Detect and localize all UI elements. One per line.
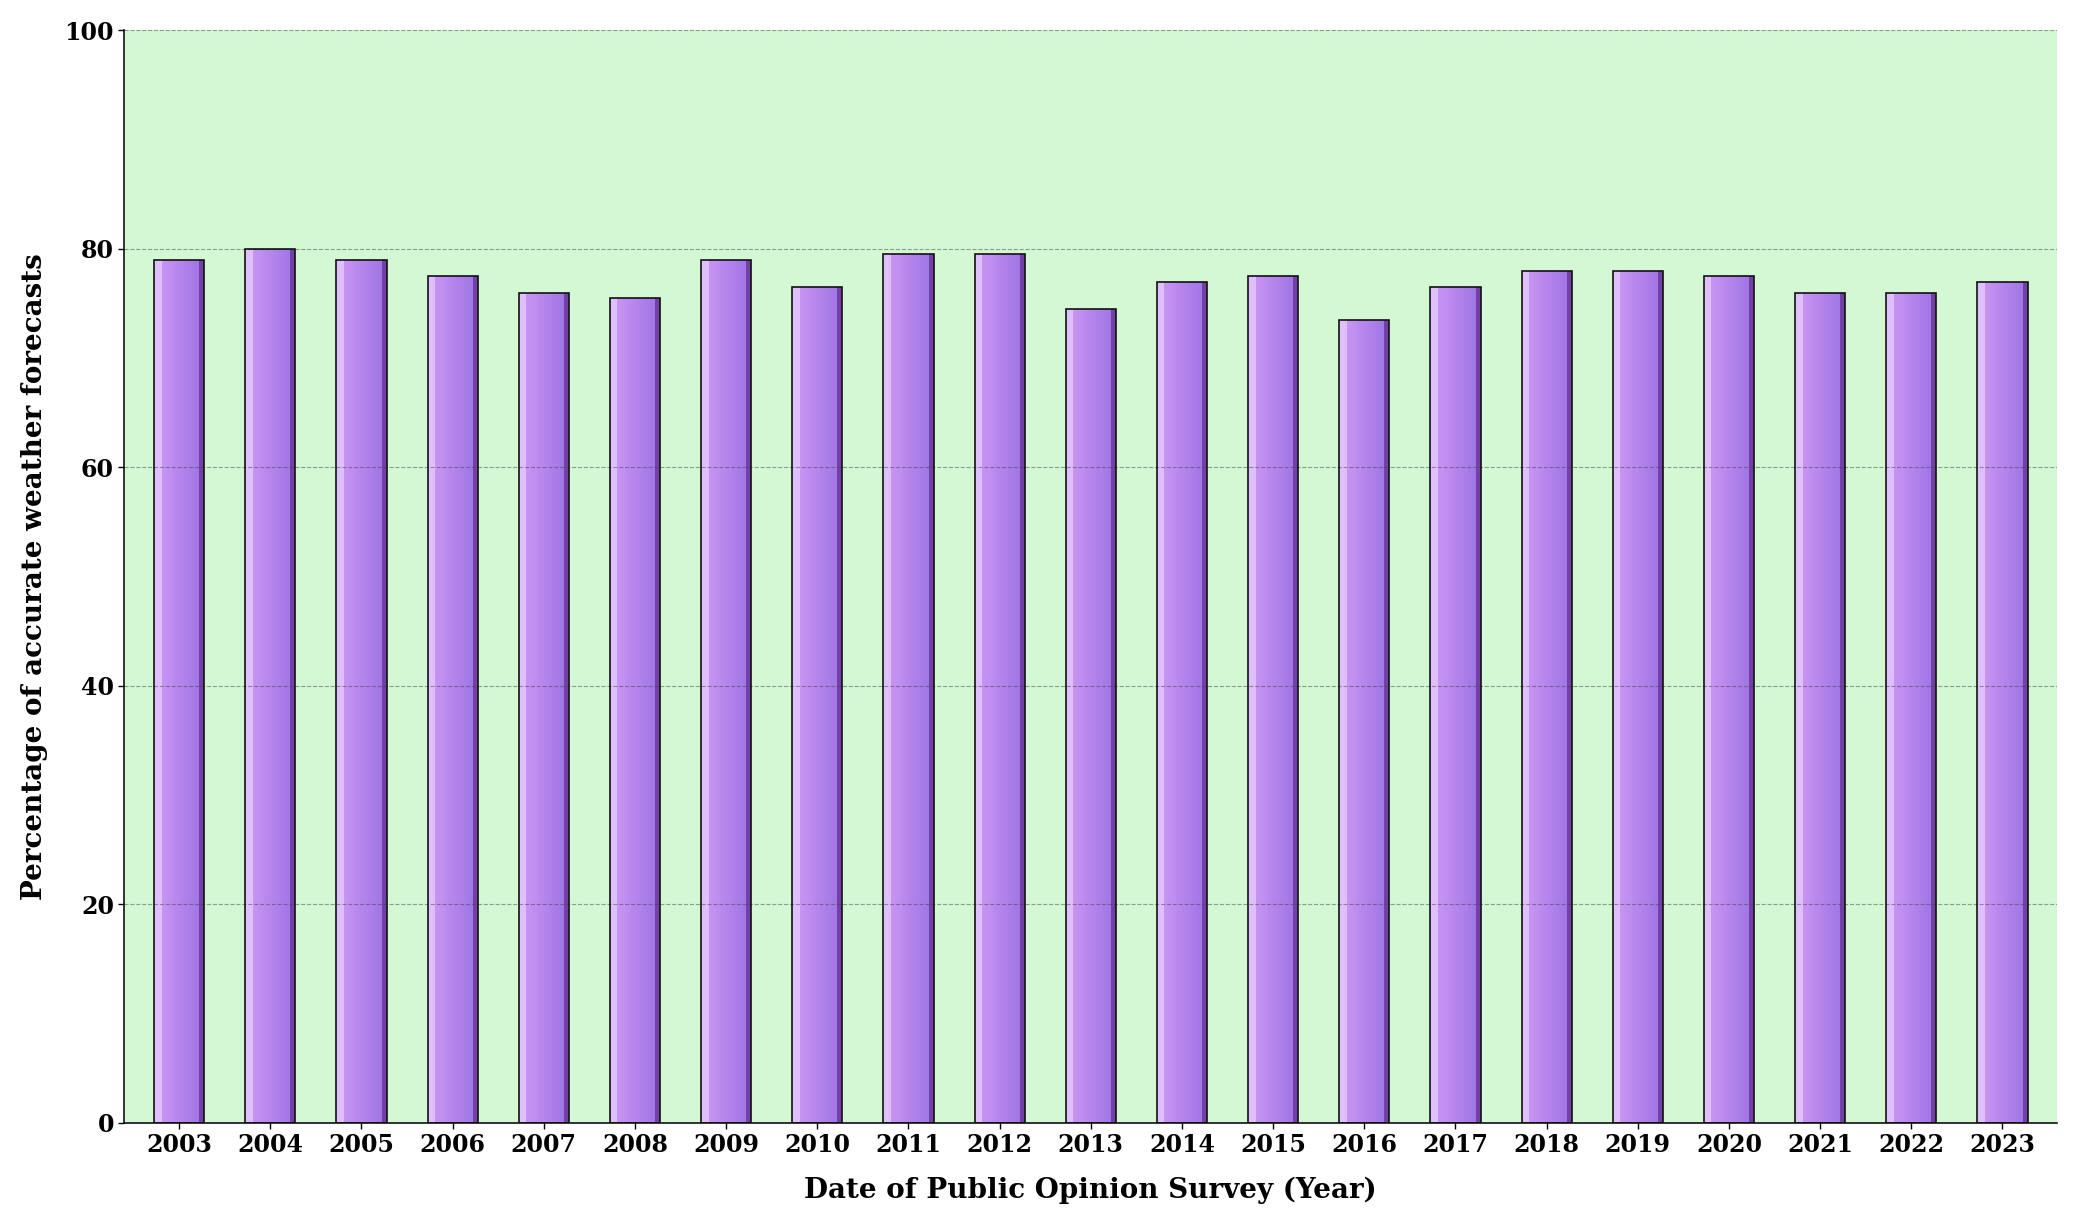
Bar: [1704, 276, 1754, 1123]
Bar: [154, 260, 204, 1123]
Bar: [428, 276, 478, 1123]
Bar: [1157, 282, 1207, 1123]
Bar: [609, 298, 661, 1123]
Bar: [1338, 320, 1390, 1123]
Bar: [1521, 271, 1571, 1123]
Bar: [337, 260, 387, 1123]
Bar: [520, 293, 569, 1123]
Bar: [883, 255, 933, 1123]
Bar: [792, 287, 842, 1123]
Bar: [1978, 282, 2028, 1123]
Bar: [245, 249, 295, 1123]
Bar: [1430, 287, 1480, 1123]
Bar: [700, 260, 750, 1123]
Bar: [125, 31, 2057, 1123]
Bar: [975, 255, 1024, 1123]
Bar: [1613, 271, 1662, 1123]
Bar: [1249, 276, 1299, 1123]
Y-axis label: Percentage of accurate weather forecasts: Percentage of accurate weather forecasts: [21, 254, 48, 900]
X-axis label: Date of Public Opinion Survey (Year): Date of Public Opinion Survey (Year): [804, 1177, 1378, 1204]
Bar: [1795, 293, 1845, 1123]
Bar: [1066, 309, 1116, 1123]
Bar: [1887, 293, 1937, 1123]
